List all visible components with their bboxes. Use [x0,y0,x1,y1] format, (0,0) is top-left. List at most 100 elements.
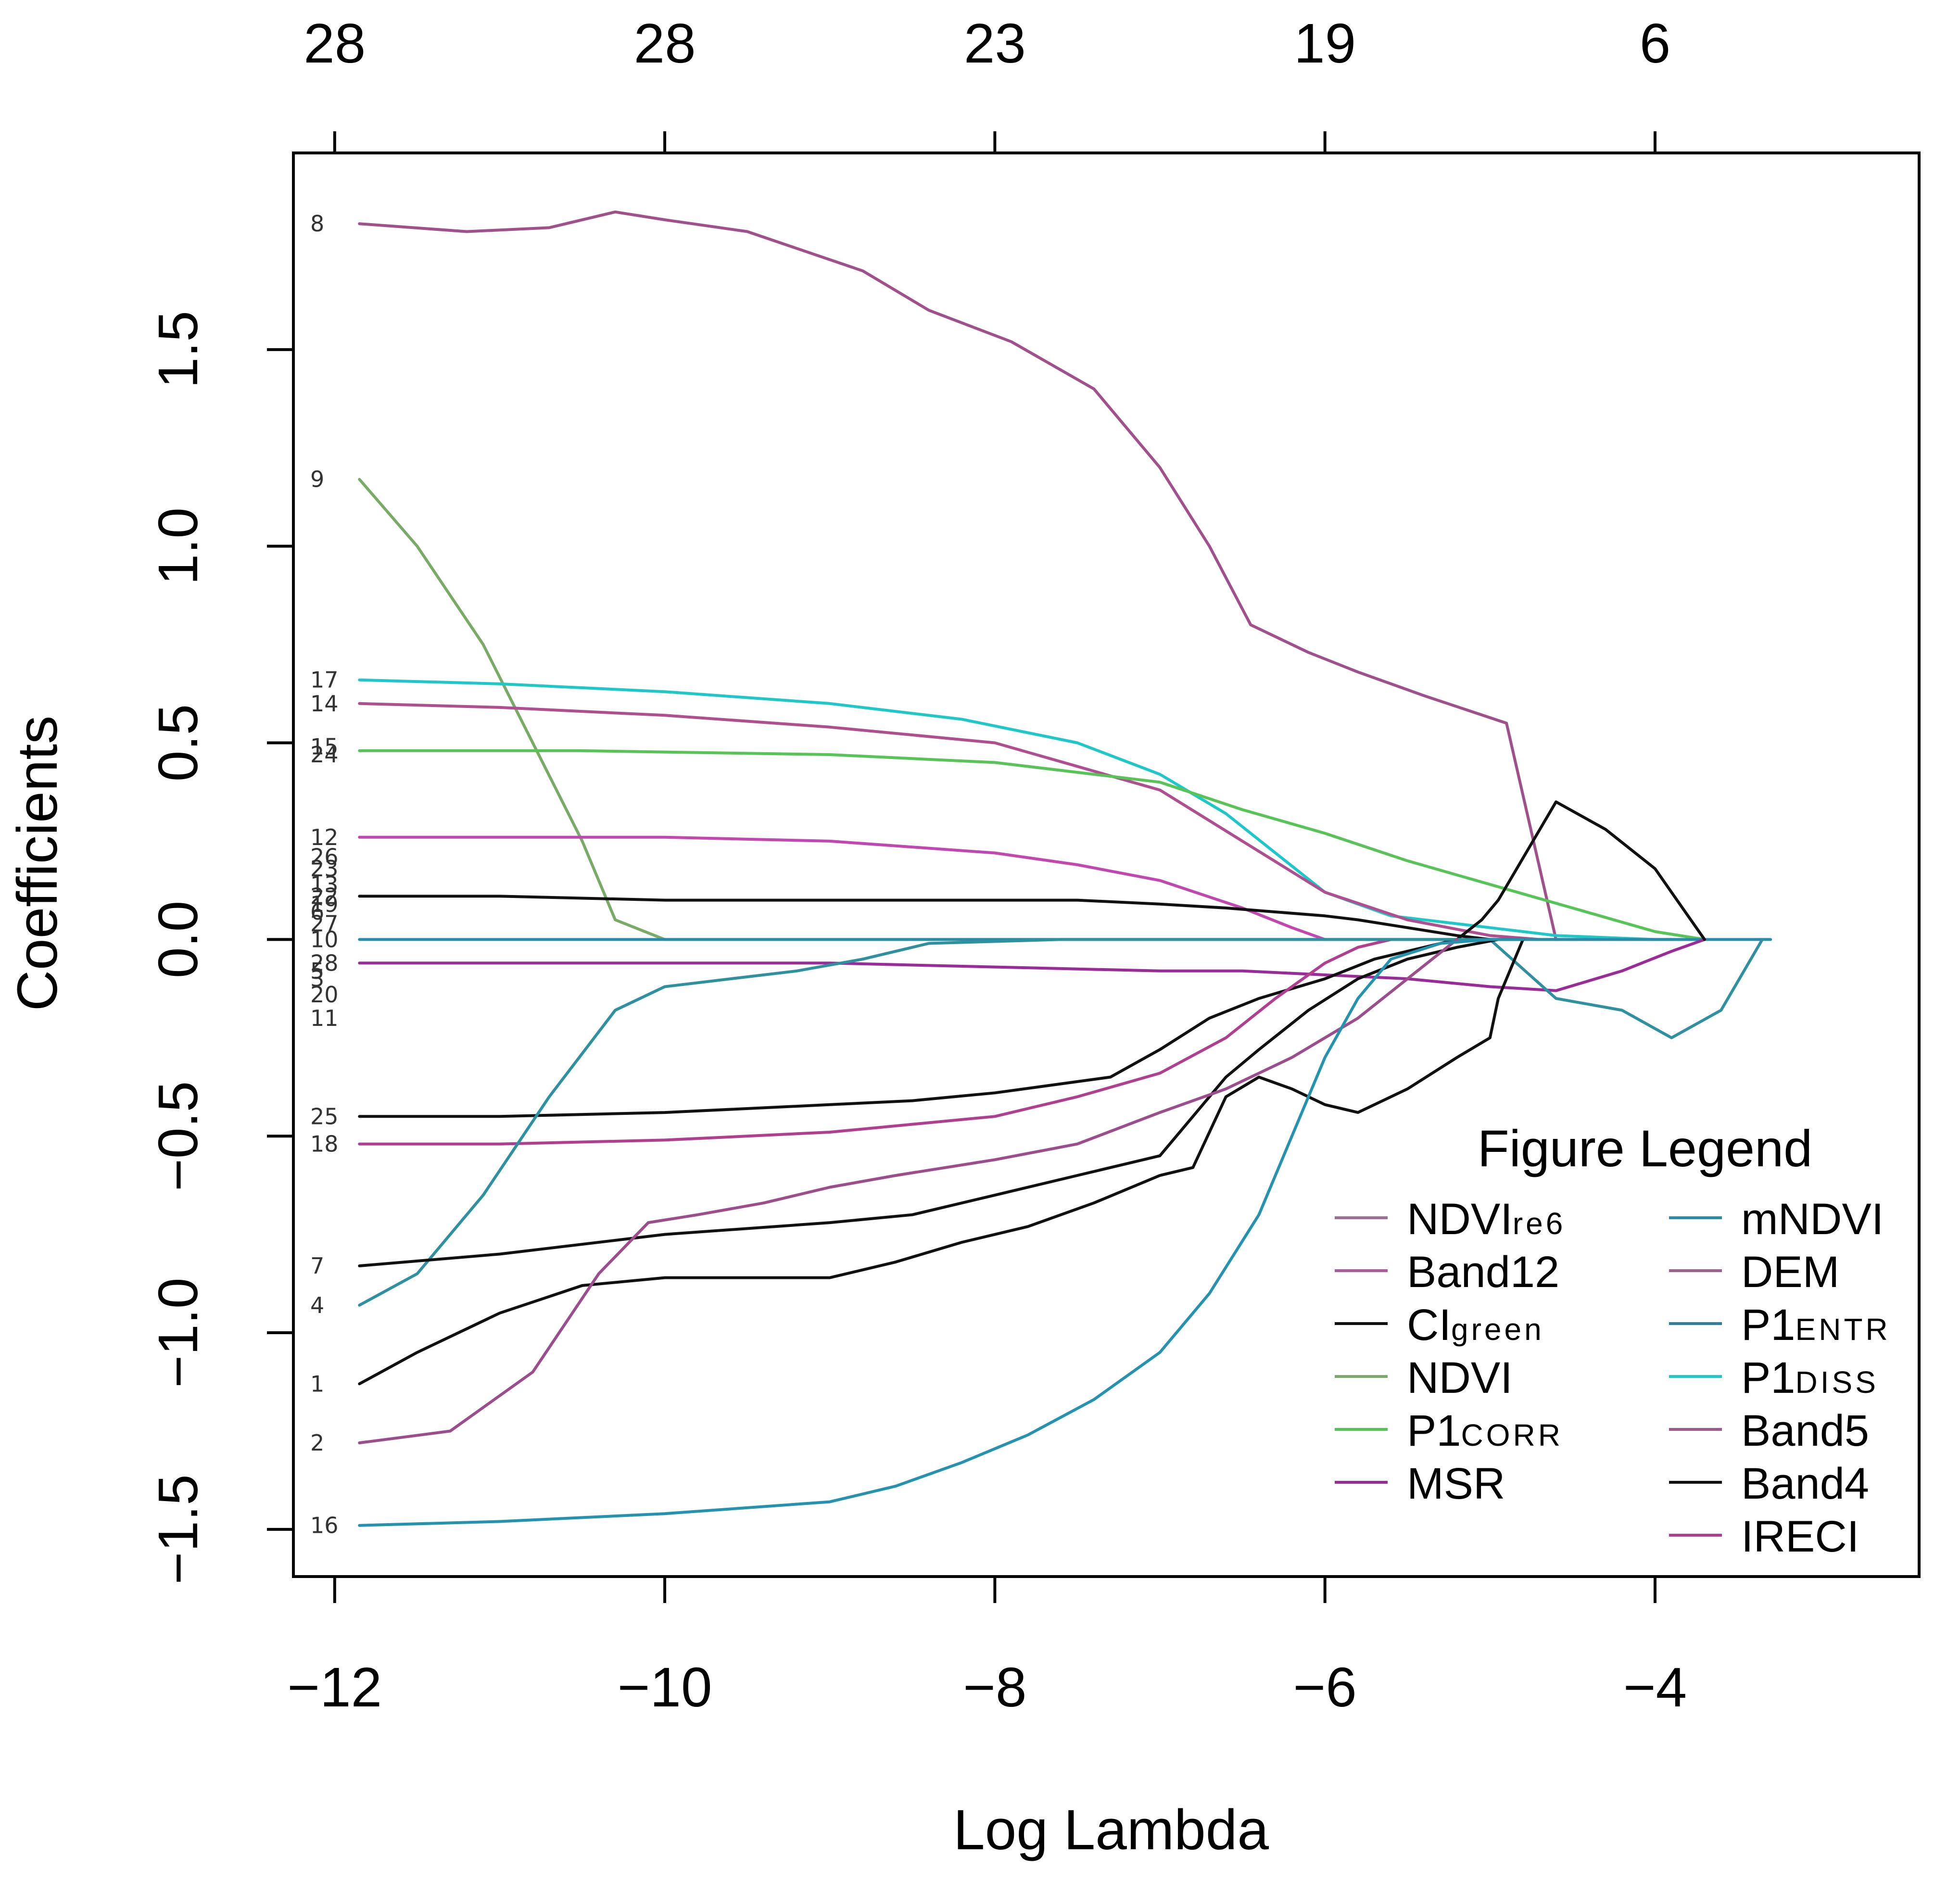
y-tick-label: 0.0 [147,901,209,978]
variable-index-label: 18 [310,1131,339,1157]
variable-index-label: 25 [310,1103,339,1129]
legend-item-p1entr: P1ENTR [1669,1300,1891,1350]
series-line-band4 [358,800,1706,1118]
legend-item-mndvi: mNDVI [1669,1195,1884,1244]
top-tick-label: 19 [1294,12,1356,75]
legend-item-band12: Band12 [1335,1248,1559,1297]
variable-index-label: 9 [310,467,324,492]
variable-index-label: 4 [310,1292,324,1318]
variable-index-label: 24 [310,742,339,768]
x-tick-label: −12 [287,1656,382,1718]
x-axis-title: Log Lambda [953,1798,1269,1862]
legend-label-sub: re6 [1513,1206,1566,1241]
variable-index-label: 3 [310,966,324,992]
legend-label: Band4 [1741,1459,1869,1508]
variable-index-label: 15 [310,734,339,760]
y-tick-label: 1.0 [147,507,209,585]
variable-index-label: 28 [310,950,339,976]
series-line-band4-2 [358,938,1525,1267]
y-tick-label: 1.5 [147,311,209,388]
top-tick-label: 23 [964,12,1026,75]
legend-item-cigreen: CIgreen [1335,1300,1544,1350]
y-axis-left: −1.5 −1.0 −0.5 0.0 0.5 1.0 1.5 [147,311,295,1584]
y-tick-label: 0.5 [147,704,209,782]
legend-label: IRECI [1741,1512,1859,1561]
y-axis-title: Coefficients [6,716,69,1011]
variable-index-label: 20 [310,982,339,1008]
legend-label: DEM [1741,1248,1839,1297]
variable-index-label: 22 [310,883,339,909]
variable-index-label: 26 [310,844,339,870]
variable-index-label: 12 [310,824,339,850]
x-tick-label: −4 [1623,1656,1687,1718]
legend-label-main: Band4 [1741,1459,1869,1508]
legend-label-sub: DISS [1796,1365,1879,1400]
legend-item-ndvire6: NDVIre6 [1335,1195,1566,1244]
legend-item-band5: Band5 [1669,1406,1869,1455]
variable-index-label: 13 [310,871,339,897]
variable-index-label: 1 [310,1371,324,1397]
legend: Figure LegendNDVIre6Band12CIgreenNDVIP1C… [1335,1119,1891,1561]
top-tick-label: 28 [634,12,696,75]
x-axis-bottom: −12 −10 −8 −6 −4 [287,1575,1687,1718]
legend-label-main: Band5 [1741,1406,1869,1455]
y-tick-label: −0.5 [147,1081,209,1191]
legend-item-band4: Band4 [1669,1459,1869,1508]
variable-index-label: 17 [310,667,339,693]
legend-item-ndvi: NDVI [1335,1353,1513,1402]
legend-title: Figure Legend [1478,1119,1813,1177]
legend-label-main: mNDVI [1741,1195,1884,1244]
legend-label-sub: green [1451,1312,1544,1347]
series-line-band12-2 [358,938,1459,1444]
x-axis-top: 28 28 23 19 6 [303,12,1670,154]
legend-label-sub: CORR [1461,1418,1563,1452]
legend-label-main: CI [1407,1300,1451,1350]
variable-index-label: 8 [310,211,324,237]
legend-label: CIgreen [1407,1300,1544,1350]
legend-item-dem: DEM [1669,1248,1839,1297]
variable-index-label: 19 [310,891,339,917]
series-line-ndvire6 [358,210,1558,941]
legend-label-main: P1 [1741,1300,1796,1350]
top-tick-label: 28 [303,12,366,75]
legend-label-main: P1 [1407,1406,1461,1455]
variable-index-label: 16 [310,1513,339,1539]
series-line-p1diss [358,678,1706,941]
legend-item-p1corr: P1CORR [1335,1406,1563,1455]
series-line-p1entr [358,938,1764,1307]
legend-label-main: P1 [1741,1353,1796,1402]
x-tick-label: −6 [1293,1656,1357,1718]
series-line-p1corr [358,749,1706,941]
variable-index-label: 2 [310,1430,324,1456]
series-line-band12 [358,835,1327,941]
x-tick-label: −10 [618,1656,712,1718]
legend-label: NDVI [1407,1353,1513,1402]
series-layer [358,210,1772,1527]
series-line-cigreen-2 [358,938,1525,1386]
legend-label-main: NDVI [1407,1353,1513,1402]
legend-item-msr: MSR [1335,1459,1505,1508]
variable-index-label: 5 [310,958,324,984]
variable-index-label: 23 [310,856,339,882]
legend-label-main: DEM [1741,1248,1839,1297]
legend-label: P1ENTR [1741,1300,1891,1350]
variable-index-label: 11 [310,1005,339,1031]
legend-label-main: NDVI [1407,1195,1513,1244]
legend-label: P1CORR [1407,1406,1563,1455]
series-line-msr [358,938,1706,992]
legend-label: Band12 [1407,1248,1559,1297]
legend-label: NDVIre6 [1407,1195,1566,1244]
legend-label-main: IRECI [1741,1512,1859,1561]
legend-item-ireci: IRECI [1669,1512,1859,1561]
variable-index-label: 6 [310,899,324,925]
series-line-cigreen [358,895,1525,941]
x-tick-label: −8 [963,1656,1026,1718]
series-line-ireci [358,938,1392,1146]
left-variable-labels: 8917141524122623132219627102853201125187… [310,211,339,1539]
variable-index-label: 7 [310,1253,324,1279]
variable-index-label: 14 [310,691,339,717]
legend-label: Band5 [1741,1406,1869,1455]
legend-label: P1DISS [1741,1353,1879,1402]
series-line-band5 [358,702,1591,941]
